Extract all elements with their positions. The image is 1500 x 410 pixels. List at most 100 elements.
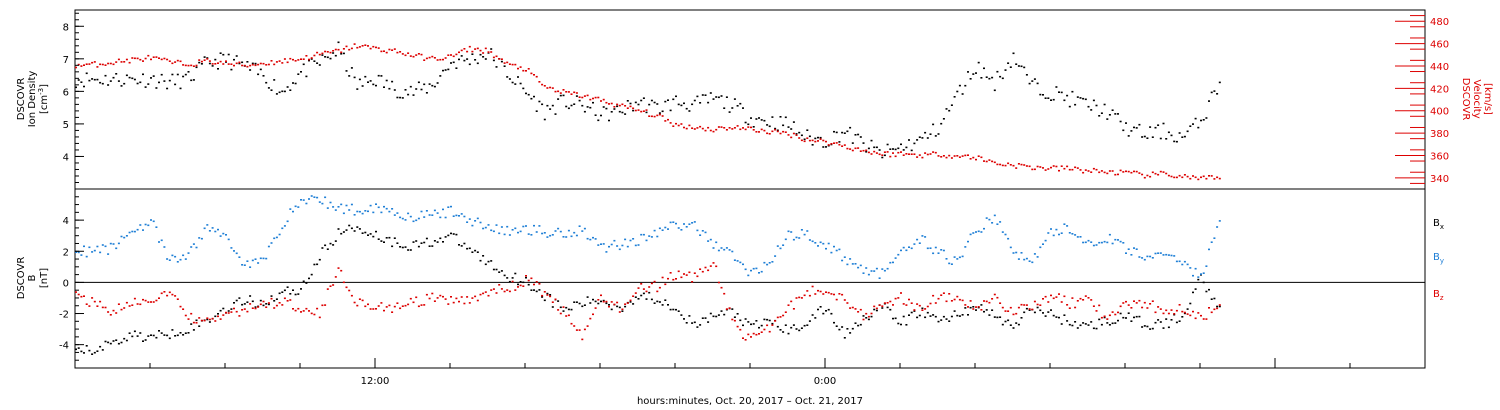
data-point [1063, 223, 1066, 225]
data-point [787, 304, 790, 306]
data-point [348, 48, 351, 51]
data-point [991, 222, 994, 224]
data-point [310, 58, 313, 60]
data-point [206, 317, 209, 319]
data-point [661, 304, 664, 306]
data-point [482, 255, 485, 257]
data-point [752, 323, 755, 325]
data-point [300, 58, 302, 60]
data-point [878, 304, 881, 306]
data-point [1068, 323, 1071, 326]
data-point [147, 335, 150, 337]
data-point [329, 51, 332, 54]
data-point [208, 62, 211, 65]
data-point [1047, 301, 1050, 303]
data-point [1197, 126, 1200, 129]
data-point [525, 275, 527, 277]
data-point [383, 205, 385, 208]
data-point [409, 297, 412, 300]
data-point [436, 212, 439, 214]
data-point [1181, 310, 1184, 313]
data-point [463, 48, 466, 50]
data-point [594, 238, 597, 240]
data-point [803, 233, 806, 236]
data-point [380, 302, 383, 304]
data-point [851, 327, 854, 330]
data-point [594, 300, 597, 303]
data-point [1165, 253, 1168, 256]
data-point [262, 300, 265, 303]
data-point [825, 310, 827, 312]
data-point [567, 314, 570, 317]
top-right-tick-label: 340 [1430, 174, 1449, 185]
data-point [1175, 260, 1178, 263]
data-point [776, 245, 779, 247]
data-point [784, 311, 787, 313]
data-point [999, 163, 1002, 166]
data-point [238, 256, 241, 258]
data-point [1130, 254, 1133, 256]
data-point [195, 319, 198, 322]
data-point [602, 243, 605, 245]
data-point [342, 281, 345, 284]
data-point [597, 119, 600, 122]
data-point [945, 258, 948, 260]
data-point [1106, 318, 1109, 320]
data-point [693, 221, 696, 223]
data-point [830, 251, 833, 254]
data-point [476, 251, 479, 253]
data-point [800, 327, 803, 329]
data-point [380, 75, 383, 77]
data-point [238, 315, 241, 317]
data-point [1084, 323, 1087, 325]
data-point [128, 332, 131, 334]
data-point [1202, 119, 1205, 121]
data-point [1181, 263, 1184, 266]
data-point [750, 323, 752, 326]
data-point [795, 297, 798, 299]
data-point [1189, 177, 1192, 180]
data-point [101, 244, 104, 246]
data-point [602, 299, 605, 302]
data-point [685, 226, 688, 228]
data-point [763, 129, 766, 132]
data-point [152, 301, 155, 303]
data-point [420, 88, 423, 91]
data-point [736, 313, 739, 315]
data-point [225, 60, 227, 62]
data-point [755, 333, 758, 336]
data-point [985, 76, 988, 78]
top-panel-frame [74, 9, 1426, 190]
data-point [819, 136, 822, 139]
data-point [707, 321, 710, 323]
data-point [613, 106, 616, 108]
data-point [573, 325, 576, 327]
data-point [1135, 315, 1138, 318]
data-point [616, 103, 619, 106]
data-point [1084, 295, 1087, 297]
data-point [372, 235, 375, 238]
data-point [905, 153, 908, 155]
data-point [455, 297, 458, 300]
data-point [444, 216, 447, 219]
data-point [479, 53, 482, 56]
data-point [969, 300, 972, 302]
data-point [460, 245, 463, 247]
data-point [1149, 255, 1152, 258]
data-point [937, 133, 940, 135]
data-point [361, 85, 364, 87]
data-point [1033, 300, 1036, 303]
data-point [1066, 304, 1069, 306]
data-point [715, 128, 718, 131]
data-point [508, 280, 511, 283]
data-point [792, 308, 795, 310]
data-point [1157, 124, 1160, 126]
data-point [500, 288, 503, 290]
data-point [996, 296, 999, 299]
data-point [570, 308, 573, 311]
data-point [886, 267, 889, 270]
data-point [104, 74, 107, 77]
data-point [1087, 105, 1090, 108]
data-point [983, 310, 985, 313]
top-right-tick-label: 380 [1430, 129, 1449, 140]
